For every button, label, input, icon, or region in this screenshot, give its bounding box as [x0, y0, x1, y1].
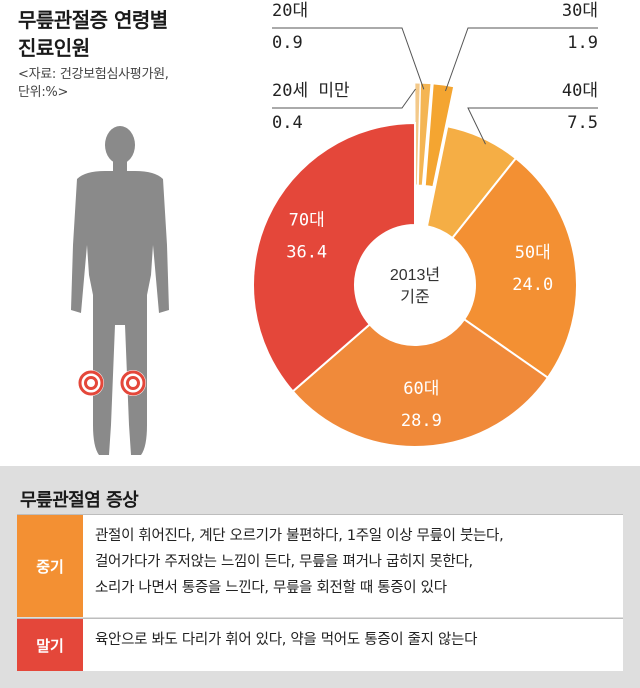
chart-source: <자료: 건강보험심사평가원, 단위:%> [18, 66, 169, 102]
right-knee-marker [120, 370, 146, 396]
chart-title-line1: 무릎관절증 연령별 [18, 8, 168, 32]
slice-label-60대: 60대 [403, 379, 439, 399]
slice-value-20세-미만: 0.4 [272, 113, 303, 133]
symptom-row-mid: 중기 관절이 휘어진다, 계단 오르기가 불편하다, 1주일 이상 무릎이 붓는… [17, 514, 623, 617]
symptom-late-line1: 육안으로 봐도 다리가 휘어 있다, 약을 먹어도 통증이 줄지 않는다 [95, 632, 478, 648]
symptom-mid-line2: 걸어가다가 주저앉는 느낌이 든다, 무릎을 펴거나 굽히지 못한다, [95, 554, 473, 570]
slice-label-50대: 50대 [515, 243, 551, 263]
chart-source-line2: 단위:%> [18, 85, 69, 100]
center-label-line2: 기준 [400, 288, 429, 306]
leader-line-20세-미만 [272, 88, 416, 109]
donut-center [355, 225, 475, 345]
symptom-text-late: 육안으로 봐도 다리가 휘어 있다, 약을 먹어도 통증이 줄지 않는다 [83, 619, 623, 671]
human-figure-illustration [71, 126, 169, 455]
slice-value-60대: 28.9 [401, 411, 442, 431]
slice-label-70대: 70대 [289, 211, 325, 231]
left-knee-marker [78, 370, 104, 396]
leader-line-20대 [272, 27, 425, 90]
symptom-mid-line3: 소리가 나면서 통증을 느낀다, 무릎을 회전할 때 통증이 있다 [95, 580, 447, 596]
slice-value-70대: 36.4 [286, 243, 327, 263]
slice-value-50대: 24.0 [512, 275, 553, 295]
slice-value-40대: 7.5 [567, 113, 598, 133]
symptom-tag-mid: 중기 [17, 515, 83, 617]
age-donut-chart: 2013년 기준 20세 미만 0.4 20대 0.9 30대 1.9 40대 7.5 50대 2… [252, 1, 598, 448]
center-label-line1: 2013년 [390, 266, 440, 284]
symptom-row-late: 말기 육안으로 봐도 다리가 휘어 있다, 약을 먹어도 통증이 줄지 않는다 [17, 618, 623, 671]
leader-line-40대 [467, 107, 598, 145]
slice-value-30대: 1.9 [567, 33, 598, 53]
symptom-tag-late: 말기 [17, 619, 83, 671]
slice-label-20세-미만: 20세 미만 [272, 81, 350, 101]
chart-title: 무릎관절증 연령별 진료인원 [18, 6, 168, 62]
slice-20대 [417, 82, 432, 186]
symptoms-panel: 무릎관절염 증상 중기 관절이 휘어진다, 계단 오르기가 불편하다, 1주일 … [0, 466, 640, 688]
slice-30대 [424, 83, 455, 188]
slice-label-40대: 40대 [562, 81, 598, 101]
symptom-text-mid: 관절이 휘어진다, 계단 오르기가 불편하다, 1주일 이상 무릎이 붓는다, … [83, 515, 623, 617]
slice-label-20대: 20대 [272, 1, 308, 21]
chart-source-line1: <자료: 건강보험심사평가원, [18, 67, 169, 82]
chart-title-line2: 진료인원 [18, 36, 90, 60]
symptoms-title: 무릎관절염 증상 [20, 490, 139, 511]
leader-line-30대 [444, 27, 598, 92]
slice-label-30대: 30대 [562, 1, 598, 21]
slice-value-20대: 0.9 [272, 33, 303, 53]
symptom-mid-line1: 관절이 휘어진다, 계단 오르기가 불편하다, 1주일 이상 무릎이 붓는다, [95, 528, 504, 544]
